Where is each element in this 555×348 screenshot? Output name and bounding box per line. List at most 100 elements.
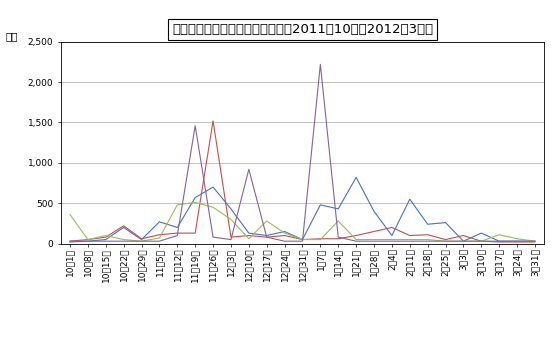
FAKEAV xyxy=(138,237,145,242)
FAKEAV xyxy=(496,239,502,243)
DOWNLOADER xyxy=(192,200,199,205)
DOWNLOADER xyxy=(264,219,270,223)
BANCOS xyxy=(478,239,485,243)
BANCOS xyxy=(514,239,521,243)
FAKEAV xyxy=(532,239,538,243)
BACKDOOR xyxy=(120,224,127,228)
BANCOS xyxy=(406,239,413,243)
BACKDOOR xyxy=(299,237,306,242)
FAKEAV xyxy=(299,237,306,242)
BACKDOOR xyxy=(353,234,360,238)
BANCOS xyxy=(156,239,163,243)
DOWNLOADER xyxy=(496,232,502,237)
BACKDOOR xyxy=(103,235,109,239)
Title: 不正プログラムの検知件数推移（2011年10月〜2012年3月）: 不正プログラムの検知件数推移（2011年10月〜2012年3月） xyxy=(172,23,433,37)
FAKEAV xyxy=(156,220,163,224)
BANCOS xyxy=(532,239,538,243)
FAKEAV xyxy=(460,239,467,243)
FAKEAV xyxy=(371,209,377,213)
BACKDOOR xyxy=(425,232,431,237)
DOWNLOADER xyxy=(67,212,73,216)
FAKEAV xyxy=(478,231,485,235)
BANCOS xyxy=(264,235,270,239)
BANCOS xyxy=(120,239,127,243)
DOWNLOADER xyxy=(317,237,324,242)
BACKDOOR xyxy=(442,237,449,242)
FAKEAV xyxy=(514,239,521,243)
BACKDOOR xyxy=(406,234,413,238)
FAKEAV xyxy=(174,226,180,230)
FAKEAV xyxy=(103,237,109,242)
FAKEAV xyxy=(228,207,234,211)
BACKDOOR xyxy=(264,235,270,239)
DOWNLOADER xyxy=(174,203,180,207)
BANCOS xyxy=(84,239,91,243)
BACKDOOR xyxy=(317,237,324,241)
BANCOS xyxy=(353,239,360,243)
BACKDOOR xyxy=(210,119,216,123)
BACKDOOR xyxy=(228,235,234,239)
BANCOS xyxy=(281,239,288,243)
DOWNLOADER xyxy=(138,239,145,243)
DOWNLOADER xyxy=(406,237,413,242)
BACKDOOR xyxy=(371,229,377,234)
FAKEAV xyxy=(335,207,341,211)
BANCOS xyxy=(335,235,341,239)
BACKDOOR xyxy=(174,231,180,235)
BANCOS xyxy=(228,237,234,242)
BANCOS xyxy=(371,239,377,243)
BANCOS xyxy=(388,239,395,243)
FAKEAV xyxy=(353,175,360,180)
Text: 個数: 個数 xyxy=(6,31,18,41)
DOWNLOADER xyxy=(514,237,521,241)
FAKEAV xyxy=(406,197,413,201)
DOWNLOADER xyxy=(228,217,234,221)
FAKEAV xyxy=(388,234,395,238)
BANCOS xyxy=(138,239,145,243)
BACKDOOR xyxy=(532,240,538,244)
BANCOS xyxy=(496,239,502,243)
DOWNLOADER xyxy=(532,239,538,243)
BACKDOOR xyxy=(335,237,341,241)
DOWNLOADER xyxy=(103,234,109,238)
BANCOS xyxy=(67,239,73,243)
FAKEAV xyxy=(84,239,91,243)
DOWNLOADER xyxy=(388,237,395,242)
FAKEAV xyxy=(245,231,252,235)
DOWNLOADER xyxy=(210,205,216,209)
FAKEAV xyxy=(120,226,127,230)
BACKDOOR xyxy=(478,239,485,243)
Line: BANCOS: BANCOS xyxy=(70,64,535,241)
BACKDOOR xyxy=(67,239,73,243)
DOWNLOADER xyxy=(442,239,449,243)
DOWNLOADER xyxy=(245,237,252,241)
DOWNLOADER xyxy=(84,237,91,242)
BANCOS xyxy=(425,239,431,243)
BANCOS xyxy=(192,124,199,128)
FAKEAV xyxy=(425,222,431,226)
DOWNLOADER xyxy=(299,237,306,242)
Line: DOWNLOADER: DOWNLOADER xyxy=(70,203,535,241)
BANCOS xyxy=(460,239,467,243)
FAKEAV xyxy=(67,240,73,244)
BANCOS xyxy=(299,239,306,243)
BACKDOOR xyxy=(192,231,199,235)
Line: BACKDOOR: BACKDOOR xyxy=(70,121,535,242)
FAKEAV xyxy=(317,203,324,207)
BACKDOOR xyxy=(514,240,521,244)
DOWNLOADER xyxy=(120,237,127,242)
BANCOS xyxy=(245,167,252,172)
BACKDOOR xyxy=(245,234,252,238)
BACKDOOR xyxy=(388,226,395,230)
BACKDOOR xyxy=(281,234,288,238)
BACKDOOR xyxy=(496,240,502,244)
DOWNLOADER xyxy=(156,236,163,240)
BACKDOOR xyxy=(84,237,91,242)
DOWNLOADER xyxy=(460,239,467,243)
Line: FAKEAV: FAKEAV xyxy=(70,177,535,242)
BACKDOOR xyxy=(460,234,467,238)
BANCOS xyxy=(317,62,324,66)
FAKEAV xyxy=(281,229,288,234)
DOWNLOADER xyxy=(281,231,288,235)
BANCOS xyxy=(210,235,216,239)
